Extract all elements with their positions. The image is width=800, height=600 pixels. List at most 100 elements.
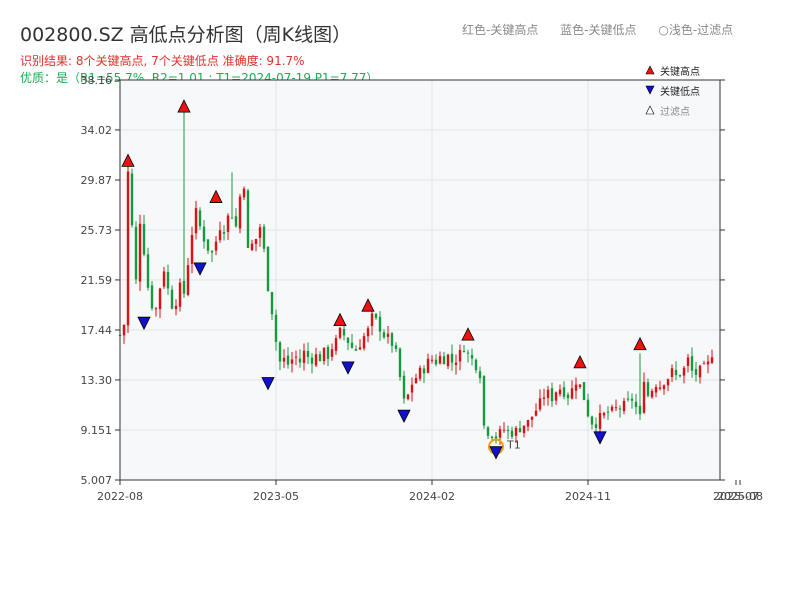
candle-body — [658, 387, 662, 389]
candle-body — [550, 388, 554, 402]
candle-body — [134, 226, 138, 280]
candle-body — [686, 357, 690, 366]
candle-body — [214, 241, 218, 251]
candle-body — [362, 336, 366, 349]
candle-body — [346, 337, 350, 343]
x-tick-label: 2022-08 — [97, 490, 143, 503]
candle-body — [674, 369, 678, 376]
candle-body — [202, 226, 206, 242]
y-tick-label: 9.151 — [81, 424, 113, 437]
key-high-marker — [461, 327, 475, 341]
candle-body — [446, 354, 450, 367]
candle-body — [610, 406, 614, 411]
y-tick-label: 21.59 — [81, 274, 113, 287]
candle-body — [530, 416, 534, 420]
candle-body — [542, 397, 546, 399]
candle-body — [378, 316, 382, 332]
candle-body — [534, 410, 538, 416]
candle-body — [622, 400, 626, 412]
candle-body — [494, 436, 498, 439]
markers: T1 — [121, 99, 647, 460]
candle-body — [242, 188, 246, 198]
candle-body — [234, 216, 238, 227]
candle-body — [490, 436, 494, 438]
candle-body — [474, 359, 478, 371]
candles — [118, 112, 714, 445]
x-tick-label: 2023-05 — [253, 490, 299, 503]
candle-body — [270, 292, 274, 315]
candle-body — [398, 348, 402, 377]
candle-body — [566, 394, 570, 399]
candle-body — [482, 376, 486, 426]
key-low-marker — [193, 262, 207, 276]
candle-body — [186, 265, 190, 295]
candle-body — [558, 389, 562, 395]
candle-body — [518, 428, 522, 433]
key-low-marker — [341, 361, 355, 375]
candle-body — [670, 368, 674, 378]
candle-body — [314, 354, 318, 366]
x-tick-label: 2024-02 — [409, 490, 455, 503]
top-legend-blue: 蓝色-关键低点 — [560, 23, 637, 37]
candle-body — [350, 342, 354, 348]
candle-body — [470, 355, 474, 359]
stats-line-1: 识别结果: 8个关键高点, 7个关键低点 准确度: 91.7% — [20, 54, 305, 68]
key-low-marker — [261, 377, 275, 391]
candle-body — [386, 333, 390, 337]
candle-body — [130, 173, 134, 226]
candle-body — [290, 359, 294, 364]
y-tick-label: 25.73 — [81, 224, 113, 237]
candle-body — [238, 196, 242, 229]
candle-body — [638, 405, 642, 415]
candle-body — [310, 357, 314, 364]
x-tick-label: 2025-07 — [713, 490, 759, 503]
candle-body — [662, 385, 666, 390]
candle-body — [682, 367, 686, 376]
candle-body — [262, 226, 266, 249]
candle-body — [614, 407, 618, 409]
top-legend-red: 红色-关键高点 — [462, 23, 539, 37]
candle-body — [370, 313, 374, 327]
candle-body — [642, 381, 646, 413]
candle-body — [578, 384, 582, 388]
candle-body — [706, 361, 710, 365]
candle-body — [322, 347, 326, 362]
key-high-marker — [209, 189, 223, 203]
candle-body — [570, 388, 574, 399]
x-tick-label: 2024-11 — [565, 490, 611, 503]
candle-body — [298, 358, 302, 363]
candle-body — [710, 357, 714, 363]
y-tick-label: 34.02 — [81, 124, 113, 137]
candle-body — [666, 379, 670, 386]
candle-body — [178, 282, 182, 307]
candle-body — [606, 411, 610, 413]
candle-body — [434, 359, 438, 365]
candle-body — [510, 430, 514, 437]
candle-body — [546, 389, 550, 398]
candle-body — [306, 350, 310, 357]
candle-body — [334, 338, 338, 351]
candle-body — [478, 371, 482, 379]
candle-body — [506, 430, 510, 432]
candle-body — [254, 238, 258, 245]
candle-body — [522, 425, 526, 434]
candle-body — [562, 387, 566, 397]
legend-high-label: 关键高点 — [660, 65, 700, 78]
candle-body — [218, 230, 222, 241]
candle-body — [206, 239, 210, 251]
key-low-marker — [489, 446, 503, 460]
candle-body — [678, 375, 682, 377]
candle-body — [582, 382, 586, 401]
candle-body — [390, 333, 394, 346]
x-tick-label: 2025-08 — [717, 490, 763, 503]
key-high-marker — [573, 354, 587, 369]
candle-body — [486, 427, 490, 436]
candle-body — [598, 413, 602, 429]
candle-body — [226, 215, 230, 232]
y-tick-label: 29.87 — [81, 174, 113, 187]
legend-low-icon — [645, 85, 655, 95]
y-tick-label: 38.16 — [81, 74, 113, 87]
candle-body — [422, 368, 426, 374]
candle-body — [358, 347, 362, 350]
